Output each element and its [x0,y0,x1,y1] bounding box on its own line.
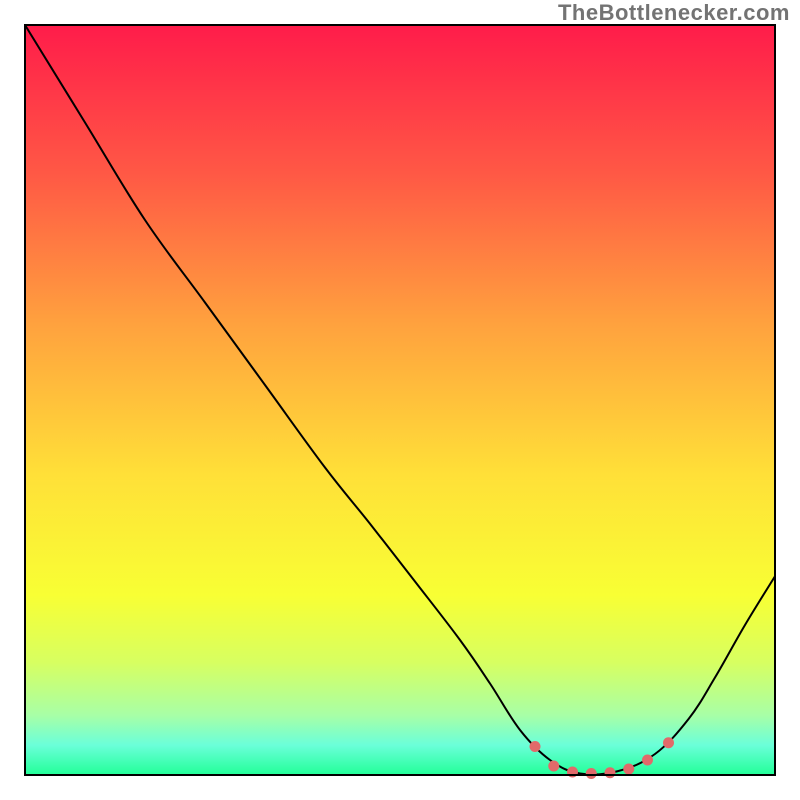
chart-container: TheBottlenecker.com [0,0,800,800]
marker-dot [605,767,616,778]
marker-dot [548,761,559,772]
marker-dot [623,764,634,775]
marker-dot [586,768,597,779]
gradient-background [25,25,775,775]
marker-dot [642,755,653,766]
marker-dot [663,737,674,748]
marker-dot [530,741,541,752]
chart-svg [0,0,800,800]
